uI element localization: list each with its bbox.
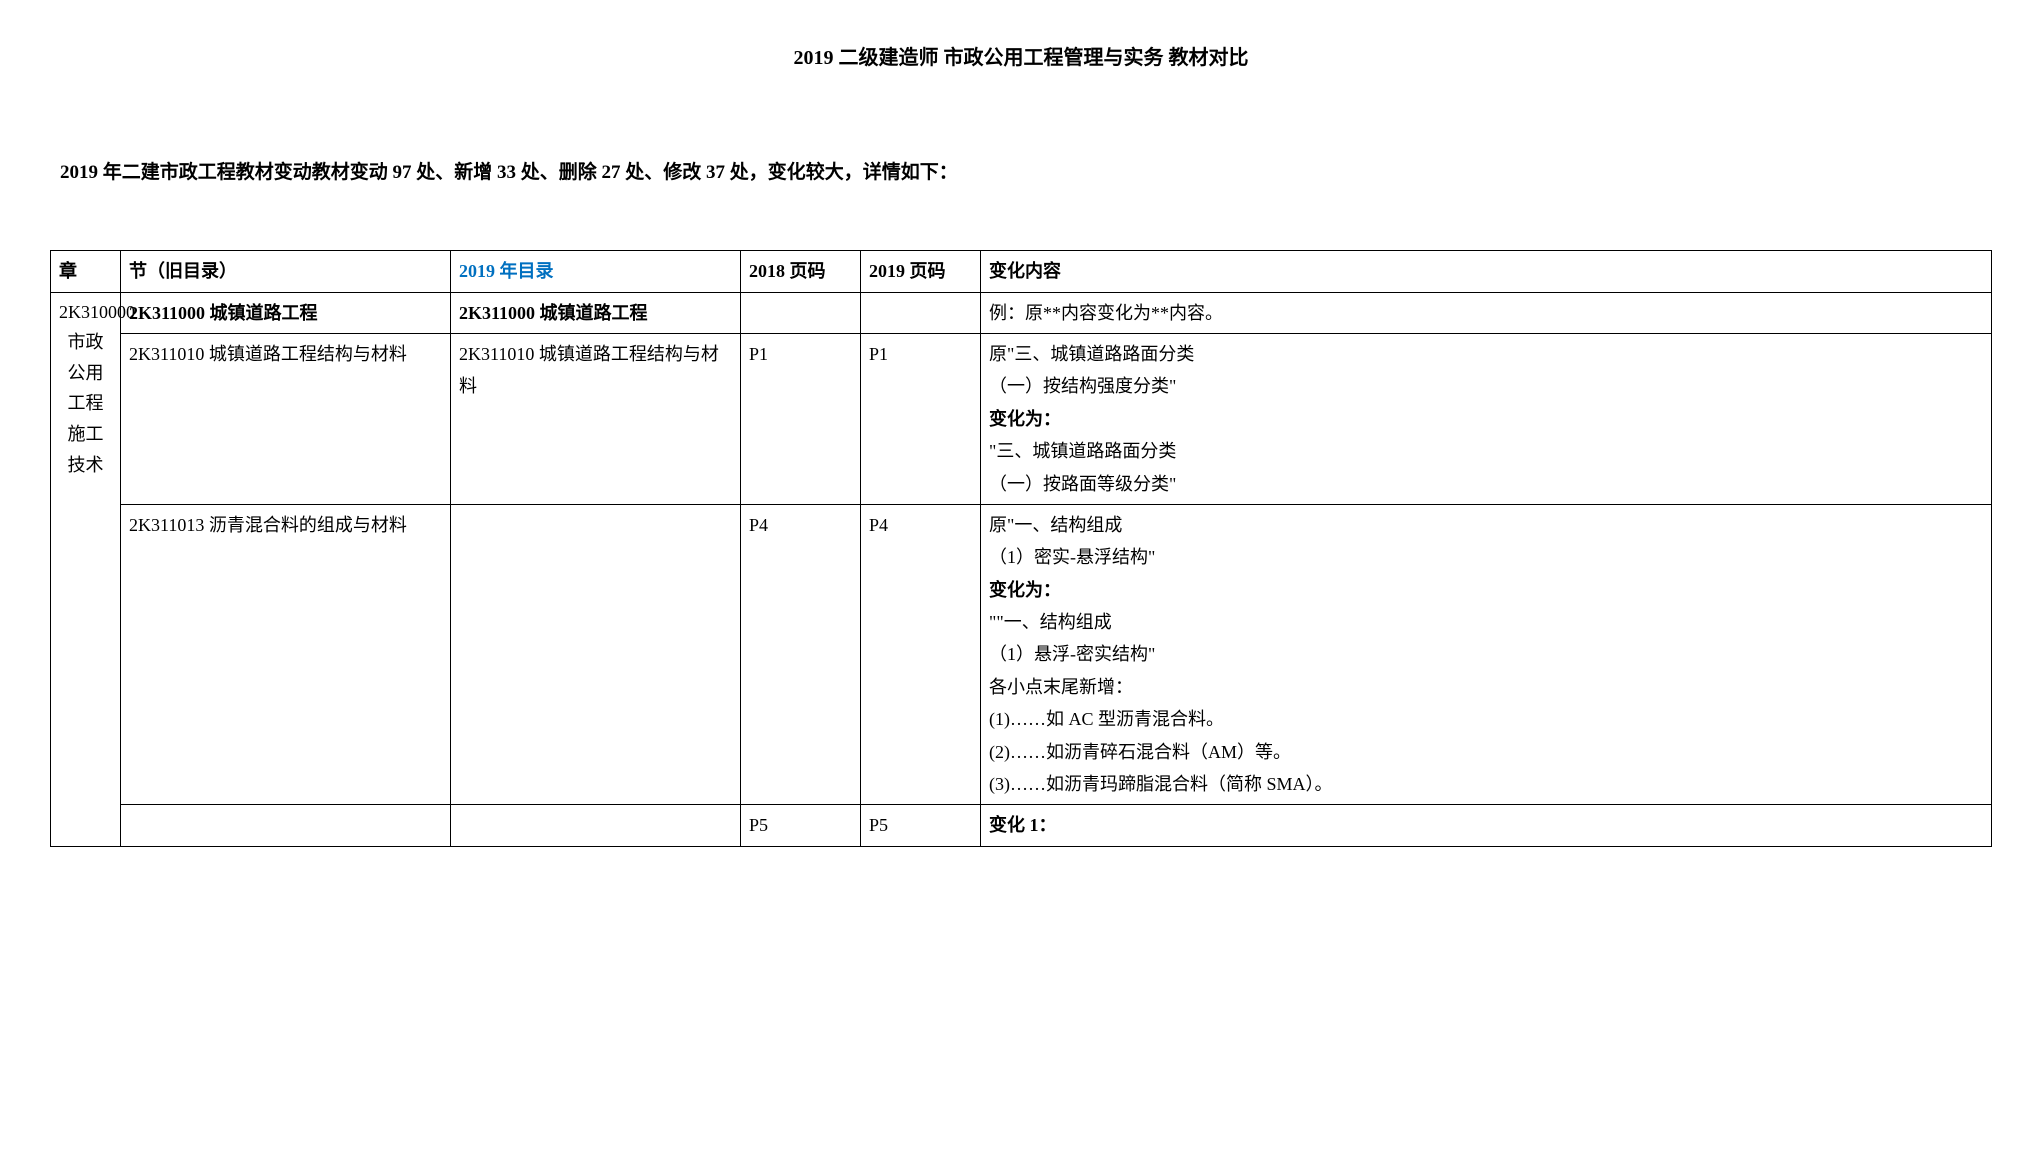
- table-row: 2K311013 沥青混合料的组成与材料P4P4原"一、结构组成（1）密实-悬浮…: [51, 504, 1992, 805]
- table-row: P5P5变化 1：: [51, 805, 1992, 846]
- change-cell: 原"三、城镇道路路面分类（一）按结构强度分类"变化为："三、城镇道路路面分类（一…: [981, 333, 1992, 504]
- table-row: 2K311010 城镇道路工程结构与材料2K311010 城镇道路工程结构与材料…: [51, 333, 1992, 504]
- page-2018-cell: P1: [741, 333, 861, 504]
- old-section-cell: [121, 805, 451, 846]
- page-2018-cell: P5: [741, 805, 861, 846]
- change-cell: 变化 1：: [981, 805, 1992, 846]
- page-2018-cell: [741, 292, 861, 333]
- col-2018-page: 2018 页码: [741, 251, 861, 292]
- new-section-cell: [451, 504, 741, 805]
- new-section-cell: 2K311010 城镇道路工程结构与材料: [451, 333, 741, 504]
- page-2019-cell: P4: [861, 504, 981, 805]
- page-2018-cell: P4: [741, 504, 861, 805]
- intro-text: 2019 年二建市政工程教材变动教材变动 97 处、新增 33 处、删除 27 …: [50, 156, 1992, 190]
- page-2019-cell: [861, 292, 981, 333]
- change-cell: 例：原**内容变化为**内容。: [981, 292, 1992, 333]
- chapter-cell: 2K310000市政公用工程施工技术: [51, 292, 121, 846]
- change-cell: 原"一、结构组成（1）密实-悬浮结构"变化为：""一、结构组成（1）悬浮-密实结…: [981, 504, 1992, 805]
- old-section-cell: 2K311000 城镇道路工程: [121, 292, 451, 333]
- comparison-table: 章 节（旧目录） 2019 年目录 2018 页码 2019 页码 变化内容 2…: [50, 250, 1992, 847]
- page-2019-cell: P1: [861, 333, 981, 504]
- col-new-section: 2019 年目录: [451, 251, 741, 292]
- page-2019-cell: P5: [861, 805, 981, 846]
- new-section-cell: [451, 805, 741, 846]
- col-2019-page: 2019 页码: [861, 251, 981, 292]
- col-old-section: 节（旧目录）: [121, 251, 451, 292]
- col-change: 变化内容: [981, 251, 1992, 292]
- table-body: 2K310000市政公用工程施工技术2K311000 城镇道路工程2K31100…: [51, 292, 1992, 846]
- old-section-cell: 2K311010 城镇道路工程结构与材料: [121, 333, 451, 504]
- col-chapter: 章: [51, 251, 121, 292]
- old-section-cell: 2K311013 沥青混合料的组成与材料: [121, 504, 451, 805]
- table-row: 2K310000市政公用工程施工技术2K311000 城镇道路工程2K31100…: [51, 292, 1992, 333]
- page-title: 2019 二级建造师 市政公用工程管理与实务 教材对比: [50, 40, 1992, 76]
- new-section-cell: 2K311000 城镇道路工程: [451, 292, 741, 333]
- table-header-row: 章 节（旧目录） 2019 年目录 2018 页码 2019 页码 变化内容: [51, 251, 1992, 292]
